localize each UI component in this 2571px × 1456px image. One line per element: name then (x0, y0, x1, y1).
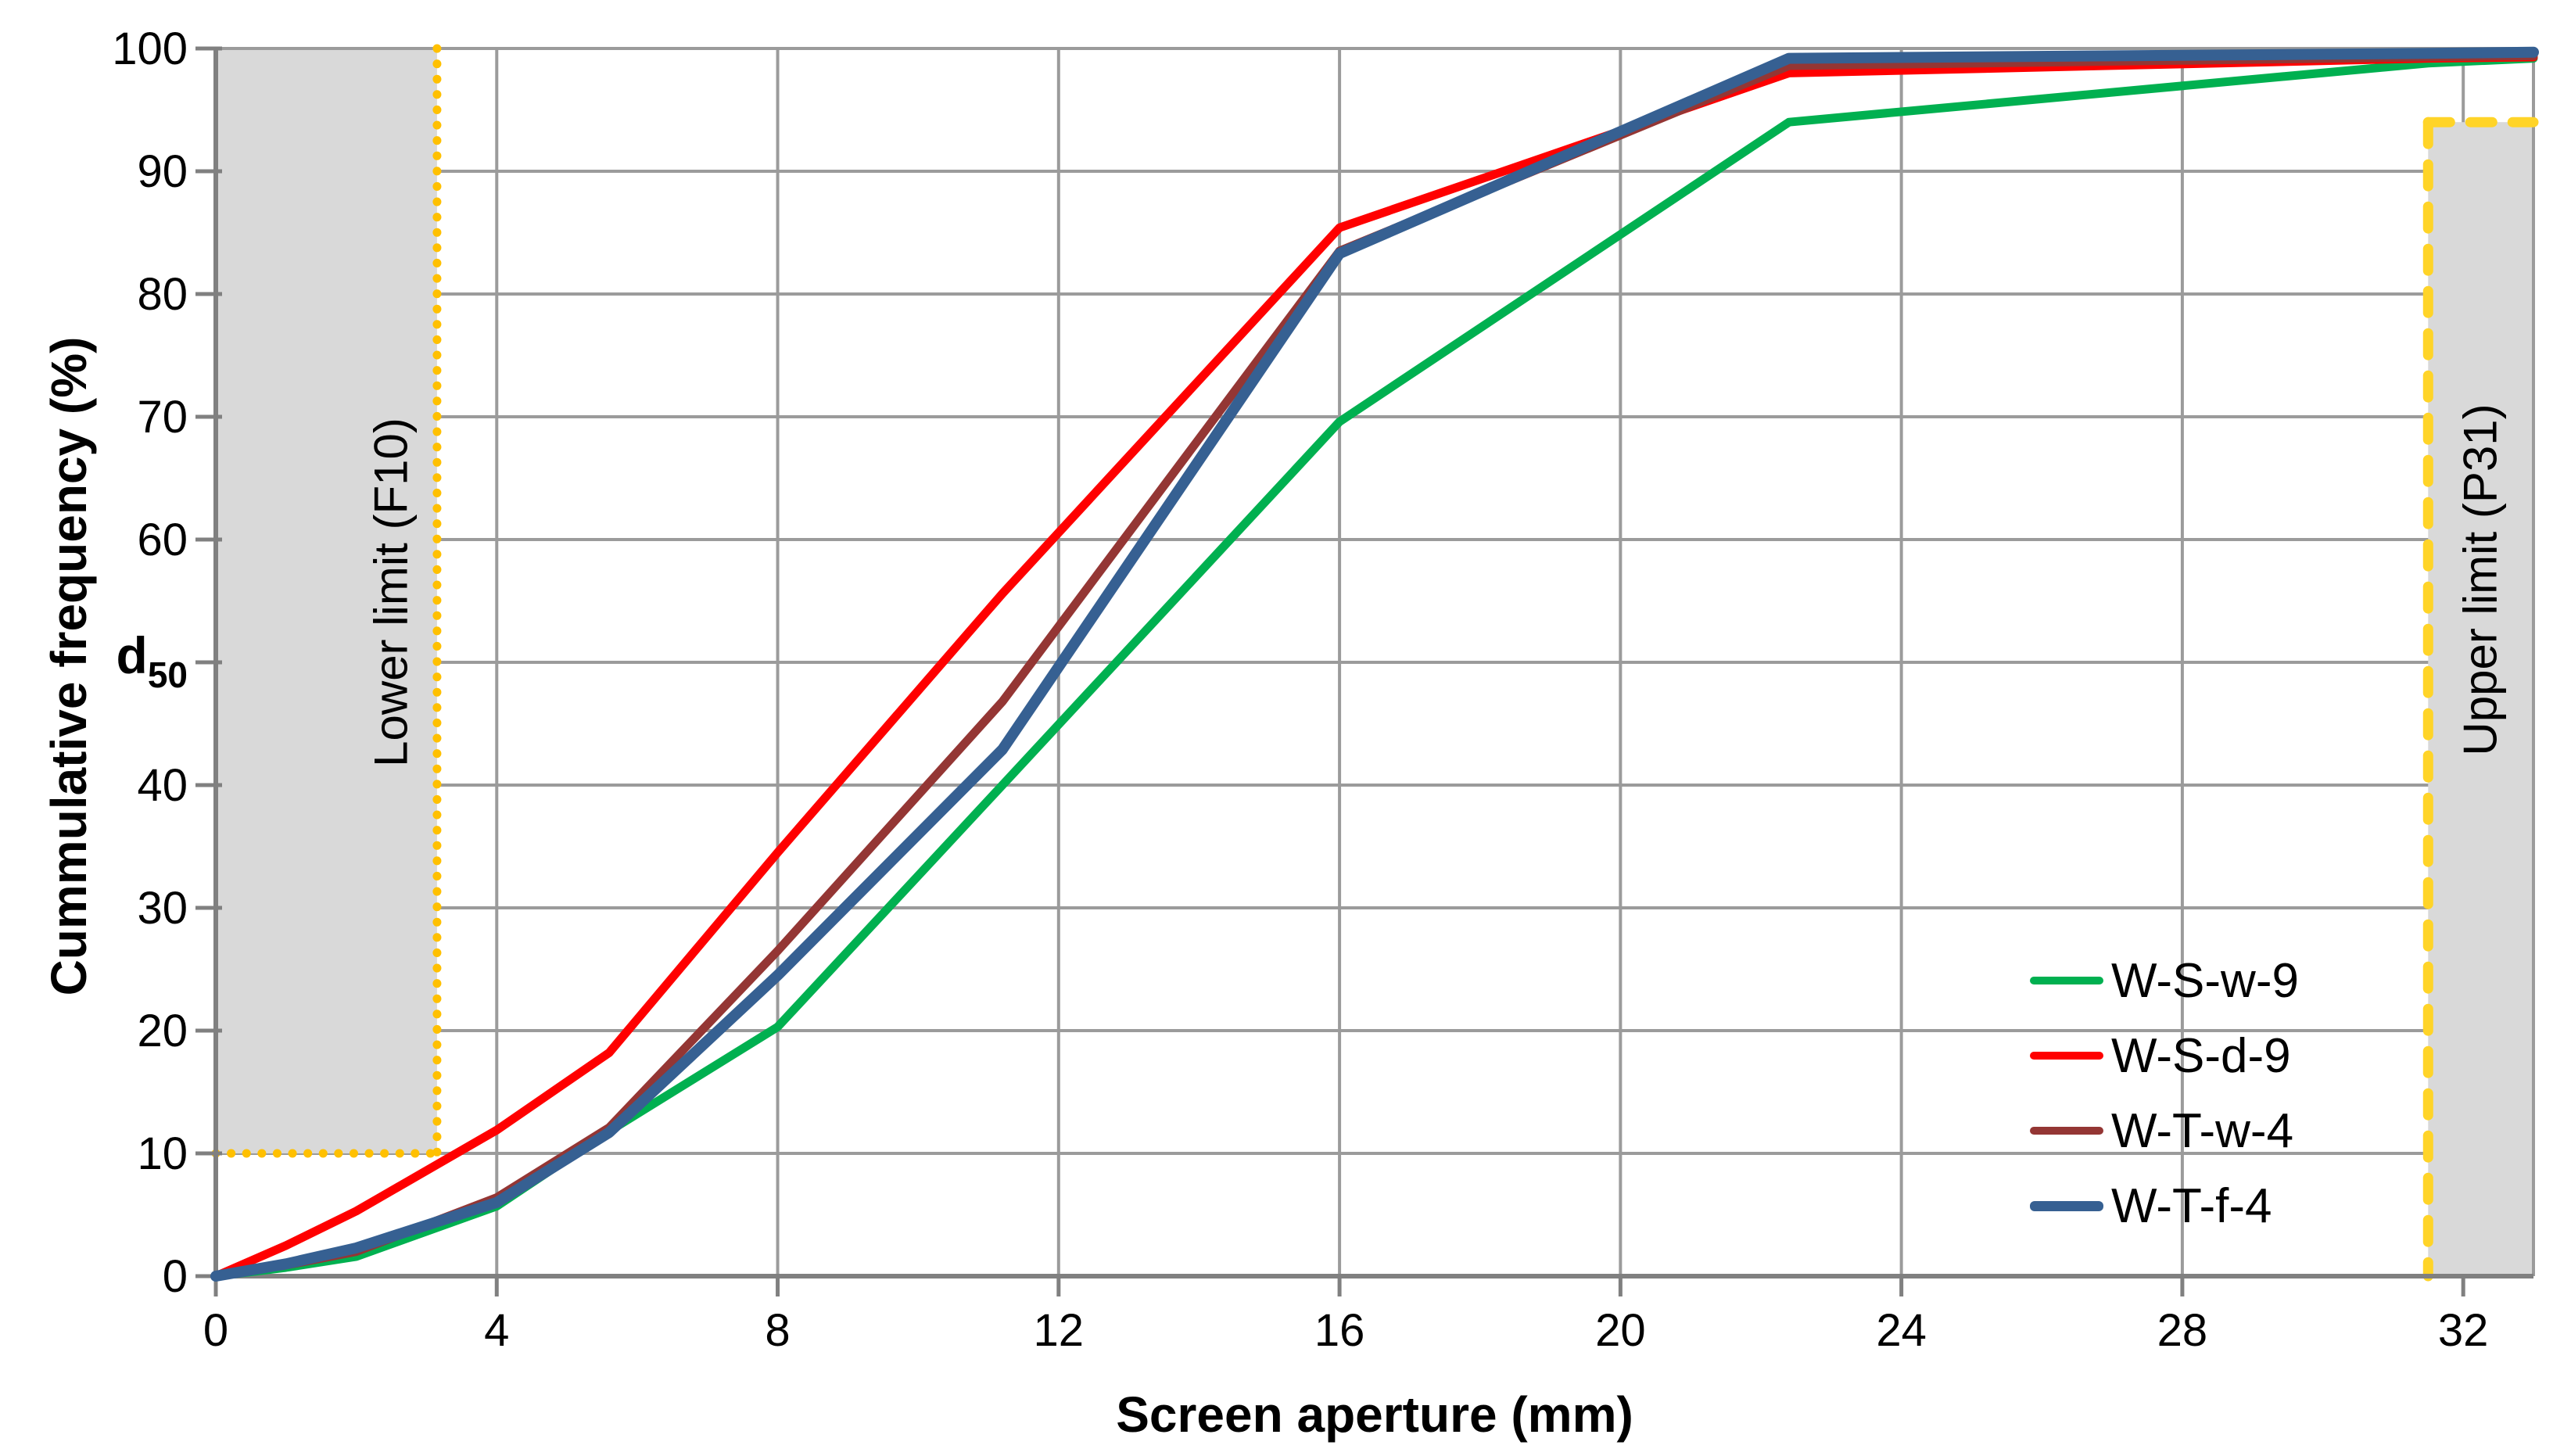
x-tick-label: 28 (2157, 1305, 2208, 1356)
upper-limit-region (2428, 122, 2533, 1277)
legend-swatch-icon (2030, 1052, 2103, 1060)
legend-swatch-icon (2030, 1127, 2103, 1135)
series-line-W-T-f-4 (210, 46, 2539, 1282)
y-tick-label: 40 (137, 760, 188, 811)
legend-item-W-S-d-9: W-S-d-9 (2030, 1018, 2299, 1093)
x-tick-label: 8 (765, 1305, 791, 1356)
lower-limit-label: Lower limit (F10) (364, 418, 418, 767)
y-tick-label: 80 (137, 269, 188, 320)
x-tick-label: 32 (2437, 1305, 2489, 1356)
legend-label: W-T-w-4 (2111, 1103, 2294, 1158)
x-tick-label: 12 (1033, 1305, 1085, 1356)
y-axis-title: Cummulative frequency (%) (41, 336, 97, 996)
y-tick-label: 70 (137, 392, 188, 443)
x-tick-label: 24 (1876, 1305, 1927, 1356)
y-tick-label: 0 (162, 1251, 188, 1302)
legend-item-W-S-w-9: W-S-w-9 (2030, 943, 2299, 1018)
upper-limit-label: Upper limit (P31) (2454, 403, 2507, 756)
x-axis-title: Screen aperture (mm) (1116, 1386, 1633, 1443)
series-line-W-S-d-9 (211, 52, 2538, 1281)
legend-swatch-icon (2030, 977, 2103, 984)
y-tick-label: 20 (137, 1006, 188, 1056)
y-tick-label: 30 (137, 883, 188, 934)
x-tick-label: 0 (203, 1305, 229, 1356)
legend-label: W-S-d-9 (2111, 1028, 2291, 1083)
d50-main: d (116, 626, 148, 684)
legend-swatch-icon (2030, 1200, 2103, 1211)
y-tick-label: 90 (137, 146, 188, 197)
legend-item-W-T-w-4: W-T-w-4 (2030, 1093, 2299, 1168)
y-tick-label: 10 (137, 1128, 188, 1179)
d50-marker-label: d50 (43, 626, 188, 696)
d50-subscript: 50 (147, 654, 188, 695)
legend-item-W-T-f-4: W-T-f-4 (2030, 1168, 2299, 1243)
legend-label: W-S-w-9 (2111, 953, 2299, 1008)
lower-limit-region (216, 48, 437, 1153)
legend-label: W-T-f-4 (2111, 1178, 2272, 1233)
y-tick-label: 100 (112, 23, 188, 74)
legend: W-S-w-9 W-S-d-9 W-T-w-4 W-T-f-4 (2030, 943, 2299, 1243)
x-tick-label: 16 (1314, 1305, 1365, 1356)
x-tick-label: 20 (1595, 1305, 1646, 1356)
x-tick-label: 4 (484, 1305, 510, 1356)
y-tick-label: 60 (137, 515, 188, 565)
